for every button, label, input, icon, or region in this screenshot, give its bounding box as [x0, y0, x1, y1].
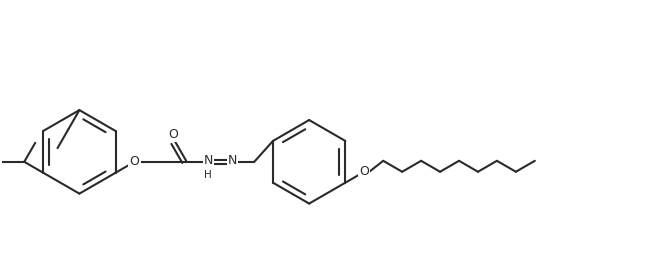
- Text: O: O: [360, 165, 370, 178]
- Text: N: N: [227, 154, 237, 167]
- Text: N: N: [203, 154, 213, 167]
- Text: O: O: [168, 128, 178, 141]
- Text: H: H: [205, 170, 212, 180]
- Text: O: O: [129, 155, 139, 168]
